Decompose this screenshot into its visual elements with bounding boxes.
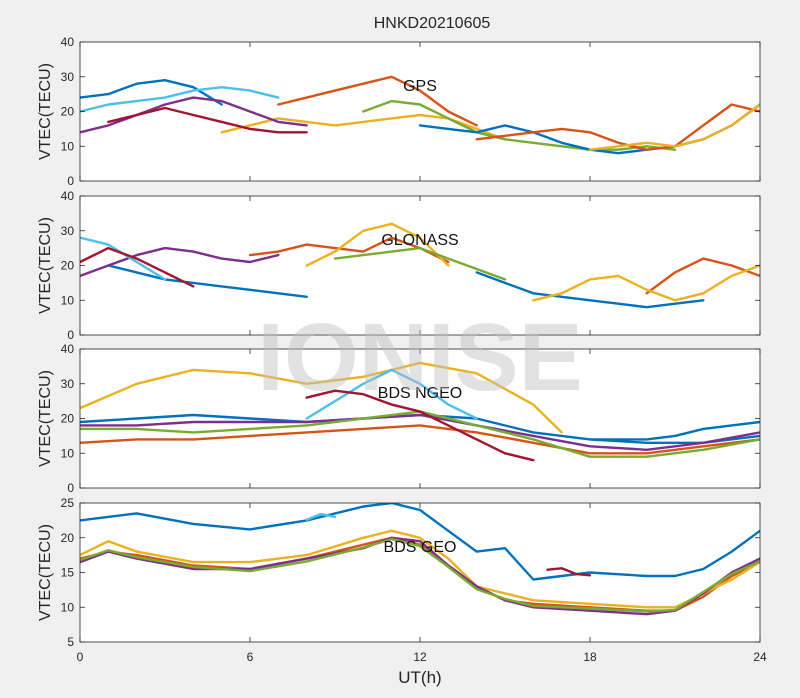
series-line: [80, 529, 760, 609]
panel-plot-area: [80, 196, 760, 335]
y-tick-label: 30: [61, 70, 75, 84]
series-line: [80, 96, 308, 134]
x-tick-label: 12: [413, 650, 427, 664]
y-tick-label: 30: [61, 224, 75, 238]
panel-label: BDS GEO: [384, 539, 457, 556]
series-line: [305, 368, 478, 420]
series-line: [305, 512, 337, 521]
series-line: [80, 361, 563, 434]
series-group: [80, 75, 760, 155]
y-tick-label: 20: [61, 259, 75, 273]
series-line: [305, 222, 450, 267]
panel-label: GLONASS: [381, 232, 458, 249]
panel-2: 0 10 20 30 40 VTEC(TECU) GLONASS: [37, 189, 761, 342]
y-tick-label: 40: [61, 35, 75, 49]
panels-group: 0 10 20 30 40 VTEC(TECU) GPS 0 10 20 30 40 VTEC(TECU…: [37, 35, 767, 664]
panel-3: 0 10 20 30 40 VTEC(TECU) BDS NGEO: [37, 342, 761, 495]
series-line: [645, 257, 760, 295]
series-line: [80, 537, 760, 613]
y-tick-label: 10: [61, 446, 75, 460]
x-tick-label: 24: [753, 650, 767, 664]
series-group: [80, 361, 760, 462]
y-tick-label: 5: [67, 635, 74, 649]
y-tick-label: 10: [61, 139, 75, 153]
series-line: [333, 246, 507, 281]
x-tick-label: 18: [583, 650, 597, 664]
y-axis-label: VTEC(TECU): [37, 63, 54, 160]
series-line: [588, 420, 760, 441]
panel-plot-area: [80, 349, 760, 488]
y-tick-label: 15: [61, 566, 75, 580]
series-group: [80, 503, 760, 616]
panel-plot-area: [80, 503, 760, 642]
y-tick-label: 40: [61, 189, 75, 203]
series-line: [80, 246, 280, 278]
series-line: [80, 86, 280, 113]
series-line: [475, 103, 760, 151]
y-tick-label: 30: [61, 377, 75, 391]
y-tick-label: 40: [61, 342, 75, 356]
y-tick-label: 20: [61, 105, 75, 119]
series-line: [248, 236, 450, 264]
series-line: [80, 424, 760, 455]
y-tick-label: 0: [67, 174, 74, 188]
series-line: [107, 264, 308, 298]
panel-1: 0 10 20 30 40 VTEC(TECU) GPS: [37, 35, 761, 188]
series-line: [80, 503, 760, 581]
series-line: [107, 106, 308, 134]
watermark-text: IONISE: [257, 304, 582, 411]
series-line: [80, 246, 195, 288]
panel-plot-area: [80, 42, 760, 181]
y-axis-label: VTEC(TECU): [37, 217, 54, 314]
series-group: [80, 222, 760, 309]
y-tick-label: 25: [61, 496, 75, 510]
y-tick-label: 20: [61, 412, 75, 426]
y-tick-label: 20: [61, 531, 75, 545]
series-line: [277, 75, 478, 127]
y-tick-label: 0: [67, 481, 74, 495]
series-line: [80, 413, 760, 451]
series-line: [588, 103, 760, 151]
series-line: [532, 264, 760, 302]
panel-label: BDS NGEO: [378, 385, 462, 402]
y-axis-label: VTEC(TECU): [37, 524, 54, 621]
x-tick-label: 6: [247, 650, 254, 664]
y-tick-label: 10: [61, 293, 75, 307]
y-tick-label: 10: [61, 600, 75, 614]
x-tick-label: 0: [77, 650, 84, 664]
chart-title: HNKD20210605: [374, 15, 491, 32]
series-line: [305, 389, 535, 462]
series-line: [546, 567, 592, 577]
series-line: [362, 99, 677, 151]
x-axis-label: UT(h): [398, 668, 441, 687]
y-axis-label: VTEC(TECU): [37, 370, 54, 467]
panel-label: GPS: [403, 78, 437, 95]
y-tick-label: 0: [67, 328, 74, 342]
series-line: [475, 271, 705, 309]
panel-4: 5 10 15 20 25 VTEC(TECU) BDS GEO 0 6 12 18 24: [37, 496, 767, 664]
